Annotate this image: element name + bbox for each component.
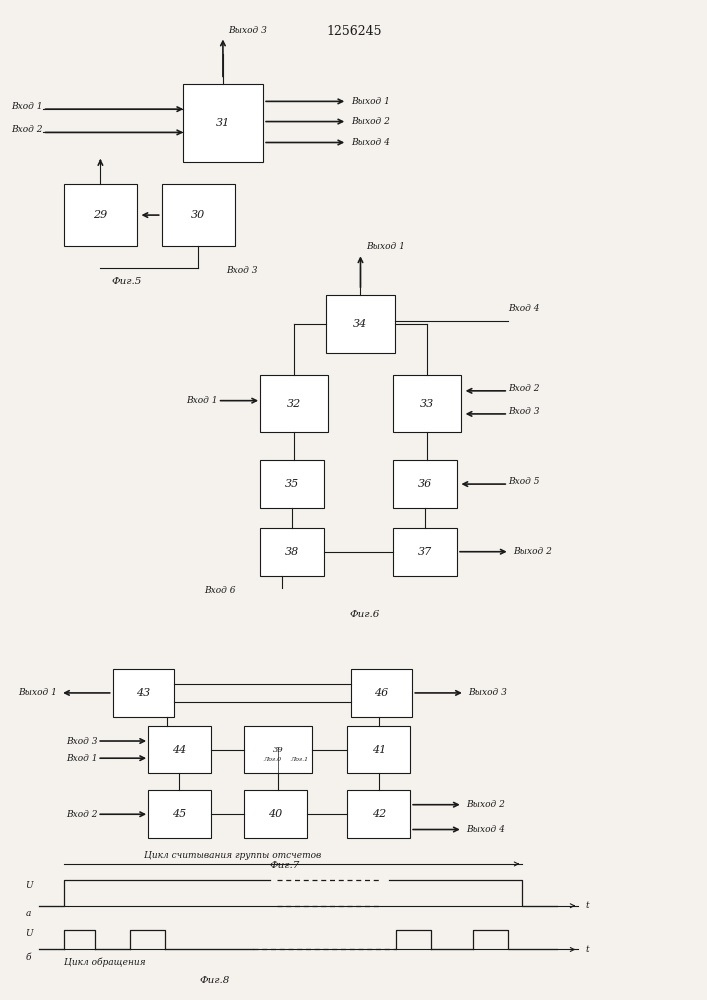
Text: б: б: [26, 953, 31, 962]
Text: Вход 3: Вход 3: [226, 266, 258, 275]
Text: Лог.1: Лог.1: [290, 757, 308, 762]
Text: Фиг.7: Фиг.7: [269, 861, 299, 870]
Text: 41: 41: [372, 745, 386, 755]
Text: Выход 4: Выход 4: [466, 825, 505, 834]
Text: Вход 2: Вход 2: [66, 810, 98, 819]
Text: Вход 3: Вход 3: [508, 407, 539, 416]
Bar: [347, 790, 410, 838]
Text: Вход 6: Вход 6: [204, 586, 235, 595]
Text: 32: 32: [287, 399, 301, 409]
Bar: [244, 790, 307, 838]
Text: U: U: [25, 929, 33, 938]
Text: 46: 46: [375, 688, 389, 698]
Bar: [148, 726, 211, 773]
Text: 31: 31: [216, 118, 230, 128]
Bar: [64, 184, 137, 246]
Text: 34: 34: [354, 319, 368, 329]
Bar: [351, 669, 412, 717]
Text: Выход 1: Выход 1: [351, 97, 390, 106]
Text: а: а: [26, 909, 31, 918]
Bar: [347, 726, 410, 773]
Text: 29: 29: [93, 210, 107, 220]
Text: Выход 4: Выход 4: [351, 138, 390, 147]
Text: Фиг.6: Фиг.6: [349, 610, 380, 619]
Text: Вход 1: Вход 1: [11, 102, 42, 111]
Bar: [392, 460, 457, 508]
Text: Вход 2: Вход 2: [11, 125, 42, 134]
Text: Цикл считывания группы отсчетов: Цикл считывания группы отсчетов: [144, 851, 322, 860]
Bar: [392, 375, 461, 432]
Bar: [259, 528, 324, 576]
Text: 1256245: 1256245: [327, 25, 382, 38]
Text: Выход 1: Выход 1: [18, 688, 57, 697]
Bar: [244, 726, 312, 773]
Bar: [182, 84, 263, 162]
Bar: [162, 184, 235, 246]
Text: t: t: [585, 901, 589, 910]
Bar: [148, 790, 211, 838]
Text: Выход 2: Выход 2: [513, 547, 552, 556]
Text: Выход 3: Выход 3: [228, 26, 267, 35]
Text: 42: 42: [372, 809, 386, 819]
Text: 40: 40: [268, 809, 282, 819]
Text: Выход 2: Выход 2: [466, 800, 505, 809]
Text: U: U: [25, 881, 33, 890]
Text: 36: 36: [418, 479, 432, 489]
Text: Вход 4: Вход 4: [508, 304, 539, 313]
Text: Фиг.5: Фиг.5: [112, 277, 142, 286]
Text: 30: 30: [192, 210, 206, 220]
Bar: [259, 375, 328, 432]
Text: Выход 3: Выход 3: [468, 688, 507, 697]
Text: 37: 37: [418, 547, 432, 557]
Text: 33: 33: [420, 399, 434, 409]
Text: t: t: [585, 945, 589, 954]
Text: Лог.0: Лог.0: [263, 757, 281, 762]
Text: Выход 2: Выход 2: [351, 117, 390, 126]
Text: Вход 1: Вход 1: [66, 754, 98, 763]
Text: 44: 44: [172, 745, 186, 755]
Text: 38: 38: [285, 547, 299, 557]
Text: Вход 1: Вход 1: [186, 396, 218, 405]
Bar: [259, 460, 324, 508]
Text: Вход 3: Вход 3: [66, 737, 98, 746]
Text: 39: 39: [272, 746, 284, 754]
Text: 43: 43: [136, 688, 151, 698]
Text: 35: 35: [285, 479, 299, 489]
Bar: [326, 295, 395, 353]
Text: Цикл обращения: Цикл обращения: [64, 958, 145, 967]
Text: Вход 5: Вход 5: [508, 477, 539, 486]
Text: 45: 45: [172, 809, 186, 819]
Text: Вход 2: Вход 2: [508, 384, 539, 393]
Bar: [112, 669, 174, 717]
Text: Выход 1: Выход 1: [366, 242, 405, 251]
Text: Фиг.8: Фиг.8: [199, 976, 229, 985]
Bar: [392, 528, 457, 576]
